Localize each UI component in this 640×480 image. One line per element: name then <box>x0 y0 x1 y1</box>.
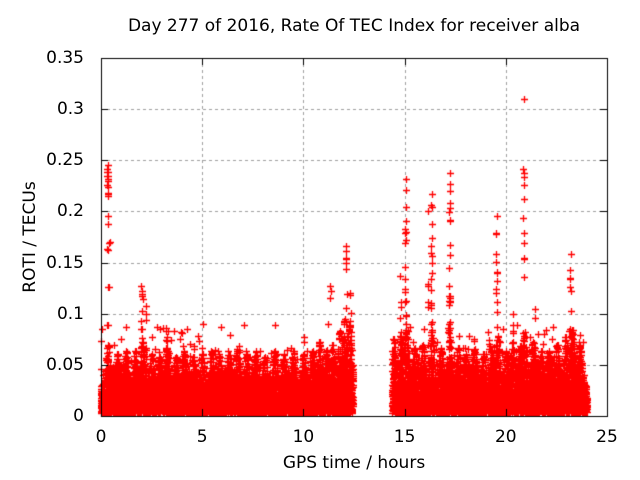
x-tick-label: 5 <box>196 427 208 447</box>
y-tick-label: 0.2 <box>56 201 84 222</box>
y-tick-label: 0.25 <box>46 150 84 171</box>
y-tick-label: 0.3 <box>56 99 84 120</box>
x-axis-label: GPS time / hours <box>282 453 426 473</box>
y-axis-label: ROTI / TECUs <box>20 181 40 293</box>
chart-title: Day 277 of 2016, Rate Of TEC Index for r… <box>127 16 581 36</box>
x-tick-label: 20 <box>494 427 517 447</box>
y-tick-label: 0.15 <box>46 252 84 273</box>
y-tick-label: 0.1 <box>56 303 84 324</box>
x-tick-label: 15 <box>393 427 416 447</box>
y-tick-label: 0 <box>73 406 84 426</box>
y-tick-label: 0.05 <box>46 354 84 375</box>
x-tick-label: 0 <box>95 427 107 447</box>
y-tick-label: 0.35 <box>46 48 84 68</box>
x-tick-label: 10 <box>292 427 315 447</box>
x-tick-label: 25 <box>596 427 618 447</box>
